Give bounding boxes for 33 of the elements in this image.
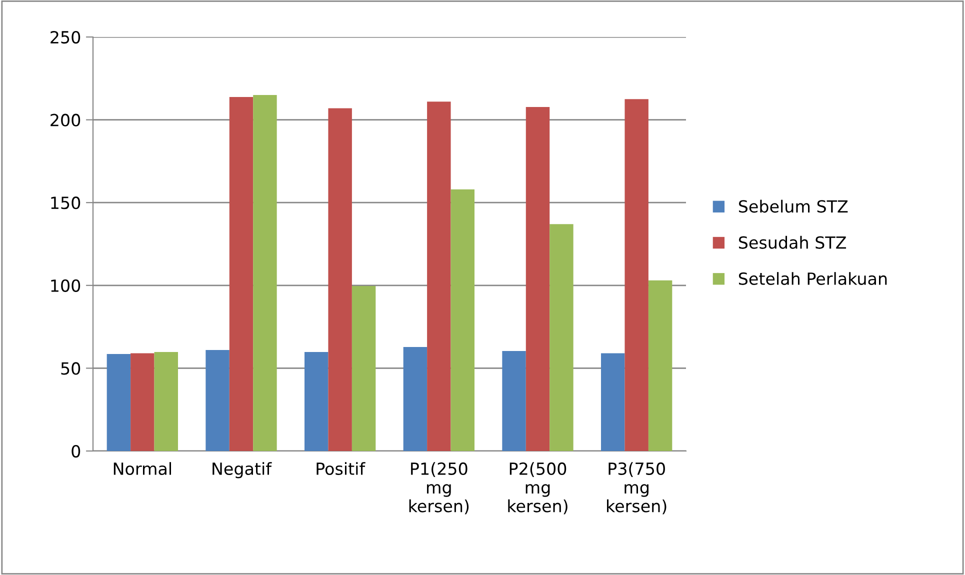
bar	[624, 99, 648, 451]
y-tick-label: 50	[61, 362, 80, 375]
y-tick-label: 150	[51, 196, 80, 210]
y-tick-label: 250	[50, 30, 80, 44]
legend-label: Setelah Perlakuan	[738, 272, 887, 285]
bar	[352, 286, 376, 451]
y-tick-label: 0	[72, 444, 80, 458]
bar	[130, 353, 154, 451]
bar	[550, 224, 574, 451]
legend-label: Sebelum STZ	[738, 200, 848, 213]
bar	[328, 108, 352, 451]
bar	[648, 280, 672, 451]
bar	[502, 350, 526, 451]
bar	[154, 352, 178, 451]
bar	[403, 347, 428, 451]
x-tick-label: Positif	[316, 462, 366, 476]
bar	[229, 96, 254, 451]
x-tick-label: P3(750 mg kersen)	[607, 462, 666, 514]
bar	[253, 94, 277, 451]
x-tick-label: P2(500 mg kersen)	[508, 462, 568, 514]
x-tick-label: Normal	[114, 462, 172, 476]
bar	[106, 354, 131, 451]
x-tick-label: Negatif	[212, 462, 272, 478]
x-tick-label: P1(250 mg kersen)	[409, 462, 469, 514]
bar	[450, 189, 474, 451]
bar	[601, 353, 625, 451]
legend-label: Sesudah STZ	[738, 236, 846, 249]
bar	[526, 107, 550, 451]
y-tick-label: 100	[51, 279, 80, 292]
bar	[304, 352, 328, 451]
bar	[206, 350, 230, 451]
y-tick-label: 200	[50, 114, 80, 126]
bar	[427, 102, 451, 451]
